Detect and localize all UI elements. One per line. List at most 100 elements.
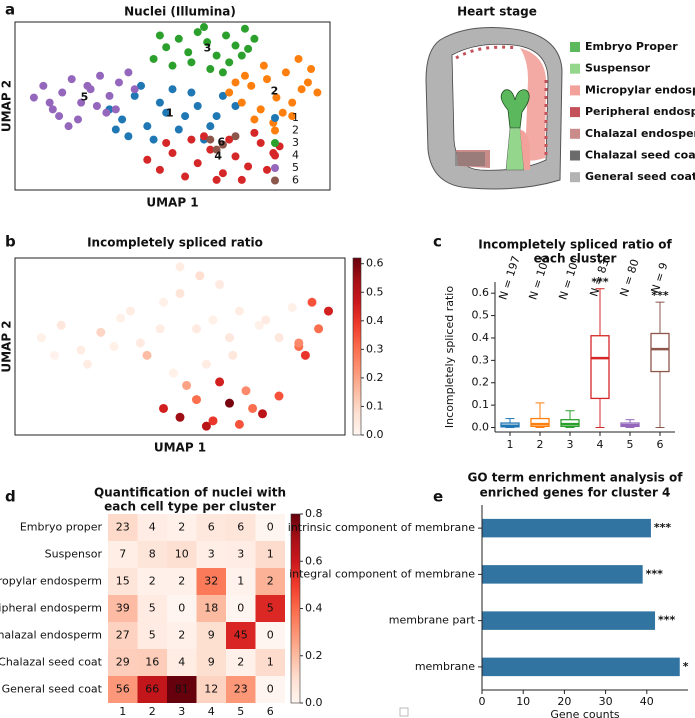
x-tick-label: 20 — [557, 695, 571, 708]
col-label: 2 — [149, 705, 156, 718]
chart-title: Incompletely spliced ratio of — [478, 238, 672, 252]
point — [96, 327, 106, 337]
point — [143, 122, 152, 131]
col-label: 4 — [208, 705, 215, 718]
cell-label: 15 — [116, 575, 130, 588]
point — [288, 112, 297, 121]
legend-marker — [271, 176, 279, 185]
heatmap-cell — [196, 649, 226, 676]
cell-label: 45 — [234, 629, 248, 642]
heatmap-cell — [108, 676, 138, 703]
cluster-label: 2 — [271, 84, 279, 97]
heatmap-cell — [108, 622, 138, 649]
y-tick-label: integral component of membrane — [289, 567, 475, 580]
cell-label: 12 — [204, 683, 218, 696]
point — [36, 333, 46, 343]
heart-diagram — [425, 27, 563, 190]
point — [124, 132, 133, 141]
cell-label: 23 — [234, 683, 248, 696]
bar — [482, 657, 680, 677]
point — [256, 105, 265, 114]
heatmap-cell — [226, 649, 256, 676]
point — [228, 350, 238, 360]
panel-letter: e — [433, 488, 443, 506]
colorbar — [352, 257, 362, 436]
legend-label: 4 — [292, 149, 299, 162]
point — [168, 368, 178, 378]
heatmap-cell — [226, 568, 256, 595]
heatmap-cell — [255, 514, 285, 541]
bar — [482, 518, 651, 538]
legend-marker — [271, 114, 279, 122]
point — [168, 85, 177, 94]
colorbar-tick-label: 0.3 — [366, 342, 384, 355]
heatmap-cell — [196, 568, 226, 595]
heatmap-cell — [255, 622, 285, 649]
heatmap-cell — [167, 514, 197, 541]
point — [244, 44, 253, 53]
x-tick-label: 4 — [597, 438, 604, 451]
point — [149, 135, 158, 144]
point — [175, 412, 185, 422]
heatmap-cell — [226, 541, 256, 568]
col-label: 1 — [119, 705, 126, 718]
legend-label: 3 — [292, 136, 299, 149]
point — [92, 102, 101, 110]
cell-label: 0 — [178, 602, 185, 615]
point — [64, 122, 73, 131]
heatmap-cell — [167, 676, 197, 703]
cell-label: 5 — [149, 629, 156, 642]
colorbar-tick-label: 0.8 — [305, 507, 323, 520]
significance: *** — [591, 276, 609, 289]
cell-label: 9 — [208, 656, 215, 669]
y-tick-label: 0.4 — [472, 331, 490, 344]
row-label: Peripheral endosperm — [0, 602, 102, 615]
colorbar — [290, 513, 301, 704]
significance: *** — [658, 614, 676, 627]
legend-label: Chalazal endosperm — [585, 127, 695, 140]
y-tick-label: 0.3 — [472, 353, 490, 366]
colorbar-tick-label: 0.6 — [366, 257, 384, 270]
legend-label: Peripheral endosperm — [585, 105, 695, 118]
point — [294, 338, 304, 348]
plot-frame — [14, 257, 346, 436]
cluster-label: 4 — [214, 150, 222, 163]
point — [208, 315, 218, 325]
x-tick-label: 2 — [537, 438, 544, 451]
point — [193, 159, 202, 168]
legend-label: 1 — [292, 111, 299, 124]
point — [218, 140, 227, 149]
point — [201, 359, 211, 369]
heatmap-cell — [108, 514, 138, 541]
cell-label: 0 — [237, 602, 244, 615]
point — [261, 315, 271, 325]
point — [324, 306, 333, 316]
point — [231, 41, 240, 50]
cell-label: 29 — [116, 656, 130, 669]
point — [212, 51, 221, 60]
legend-label: Micropylar endosperm — [585, 83, 695, 96]
point — [222, 31, 231, 40]
chart-title: each cluster — [534, 252, 617, 266]
point — [124, 68, 133, 77]
point — [234, 419, 244, 429]
point — [126, 306, 135, 316]
chart-title: Incompletely spliced ratio — [87, 236, 263, 250]
point — [184, 48, 193, 57]
point — [256, 138, 265, 147]
point — [215, 280, 225, 290]
legend-swatch — [570, 172, 580, 183]
point — [45, 98, 54, 107]
heatmap-cell — [167, 595, 197, 622]
point — [278, 108, 287, 117]
point — [76, 345, 86, 355]
legend-marker — [271, 126, 279, 135]
point — [155, 98, 164, 107]
heatmap-cell — [255, 568, 285, 595]
point — [259, 61, 268, 70]
cell-label: 27 — [116, 629, 130, 642]
cell-label: 5 — [149, 602, 156, 615]
y-axis-label: Incompletely spliced ratio — [443, 286, 456, 428]
heatmap-cell — [137, 595, 167, 622]
